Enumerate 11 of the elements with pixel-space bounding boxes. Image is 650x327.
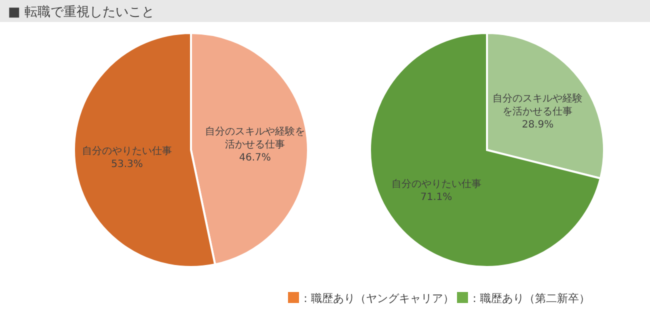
slice-label: ：職歴あり（第二新卒） [469,292,590,305]
slice-label: 自分のスキルや経験を活かせる仕事 [205,125,306,150]
data-label: 71.1% [420,192,452,204]
slice-label: ：職歴あり（ヤングキャリア） [300,292,454,305]
slice-label: 自分のスキルや経験を活かせる仕事 [492,92,583,118]
chart-title: ■ 転職で重視したいこと [8,5,154,20]
data-label: 53.3% [111,159,143,170]
data-label: 46.7% [239,152,271,164]
data-label: 28.9% [522,119,554,130]
slice-label: 自分のやりたい仕事 [82,145,172,158]
slice-label: 自分のやりたい仕事 [391,178,482,190]
